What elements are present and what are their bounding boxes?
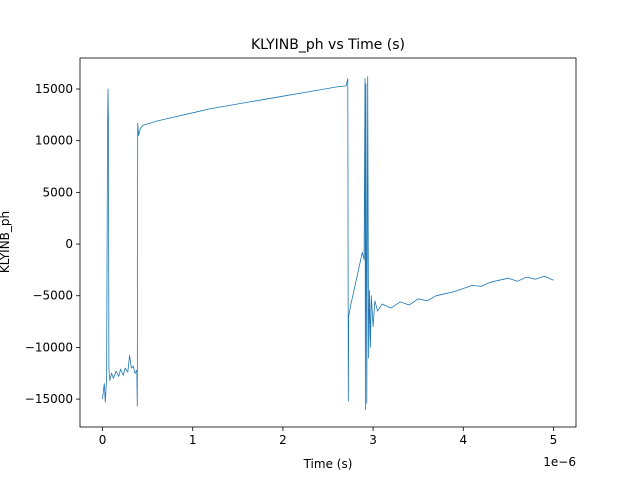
plot-area: [79, 57, 577, 428]
series-line: [102, 76, 554, 410]
y-tick-label: −10000: [25, 340, 73, 354]
x-axis-label: Time (s): [303, 457, 353, 471]
x-tick-label: 2: [279, 433, 287, 447]
chart-title: KLYINB_ph vs Time (s): [251, 37, 405, 53]
x-axis: 0 1 2 3 4 5: [99, 427, 558, 447]
x-tick-label: 3: [369, 433, 377, 447]
y-tick-label: 5000: [42, 185, 73, 199]
x-axis-offset-label: 1e−6: [543, 455, 576, 469]
y-tick-label: −15000: [25, 392, 73, 406]
x-tick-label: 0: [99, 433, 107, 447]
x-tick-label: 4: [459, 433, 467, 447]
y-tick-label: 10000: [35, 134, 73, 148]
y-tick-label: 15000: [35, 82, 73, 96]
x-tick-label: 1: [189, 433, 197, 447]
plot-background: [80, 58, 576, 427]
y-tick-label: 0: [65, 237, 73, 251]
y-tick-label: −5000: [32, 289, 73, 303]
y-axis: −15000 −10000 −5000 0 5000 10000 15000: [25, 82, 80, 406]
plot-frame: [79, 57, 577, 428]
x-tick-label: 5: [550, 433, 558, 447]
y-axis-label: KLYINB_ph: [0, 211, 12, 273]
